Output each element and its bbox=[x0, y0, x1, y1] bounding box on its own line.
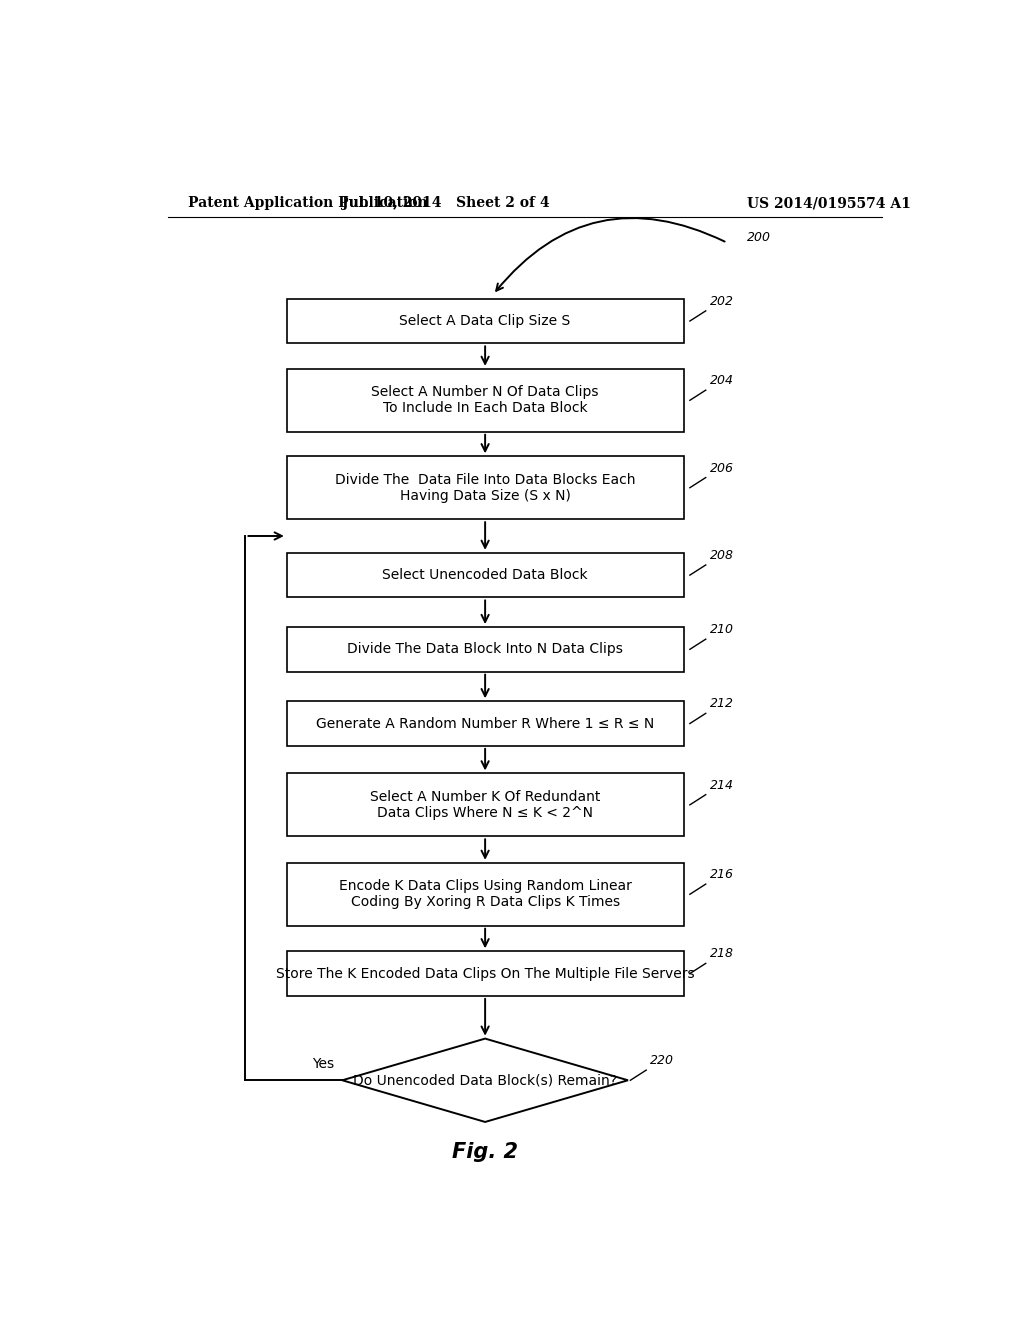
Bar bbox=[287, 701, 684, 746]
Bar bbox=[287, 368, 684, 432]
Bar bbox=[287, 457, 684, 519]
Text: Store The K Encoded Data Clips On The Multiple File Servers: Store The K Encoded Data Clips On The Mu… bbox=[275, 966, 694, 981]
Text: 200: 200 bbox=[748, 231, 771, 244]
Text: Divide The Data Block Into N Data Clips: Divide The Data Block Into N Data Clips bbox=[347, 643, 623, 656]
Text: Generate A Random Number R Where 1 ≤ R ≤ N: Generate A Random Number R Where 1 ≤ R ≤… bbox=[316, 717, 654, 730]
Text: 208: 208 bbox=[710, 549, 734, 562]
Text: Select A Data Clip Size S: Select A Data Clip Size S bbox=[399, 314, 570, 329]
Text: 202: 202 bbox=[710, 294, 734, 308]
Text: 210: 210 bbox=[710, 623, 734, 636]
Text: US 2014/0195574 A1: US 2014/0195574 A1 bbox=[748, 197, 911, 210]
Bar bbox=[287, 298, 684, 343]
Bar bbox=[287, 952, 684, 995]
Bar bbox=[287, 774, 684, 837]
Bar bbox=[287, 553, 684, 598]
Text: 218: 218 bbox=[710, 948, 734, 961]
Text: Fig. 2: Fig. 2 bbox=[453, 1142, 518, 1163]
Bar bbox=[287, 627, 684, 672]
Text: 204: 204 bbox=[710, 374, 734, 387]
Text: 212: 212 bbox=[710, 697, 734, 710]
Text: Select A Number N Of Data Clips
To Include In Each Data Block: Select A Number N Of Data Clips To Inclu… bbox=[372, 385, 599, 416]
Text: Encode K Data Clips Using Random Linear
Coding By Xoring R Data Clips K Times: Encode K Data Clips Using Random Linear … bbox=[339, 879, 632, 909]
Text: Do Unencoded Data Block(s) Remain?: Do Unencoded Data Block(s) Remain? bbox=[353, 1073, 617, 1088]
Text: Yes: Yes bbox=[312, 1057, 334, 1071]
Text: Select Unencoded Data Block: Select Unencoded Data Block bbox=[382, 568, 588, 582]
Text: Jul. 10, 2014   Sheet 2 of 4: Jul. 10, 2014 Sheet 2 of 4 bbox=[342, 197, 549, 210]
Text: Divide The  Data File Into Data Blocks Each
Having Data Size (S x N): Divide The Data File Into Data Blocks Ea… bbox=[335, 473, 635, 503]
Text: Patent Application Publication: Patent Application Publication bbox=[187, 197, 427, 210]
Bar bbox=[287, 863, 684, 925]
Text: 220: 220 bbox=[650, 1055, 674, 1067]
Text: 214: 214 bbox=[710, 779, 734, 792]
Text: 216: 216 bbox=[710, 869, 734, 880]
Text: 206: 206 bbox=[710, 462, 734, 474]
Polygon shape bbox=[342, 1039, 628, 1122]
Text: Select A Number K Of Redundant
Data Clips Where N ≤ K < 2^N: Select A Number K Of Redundant Data Clip… bbox=[370, 789, 600, 820]
